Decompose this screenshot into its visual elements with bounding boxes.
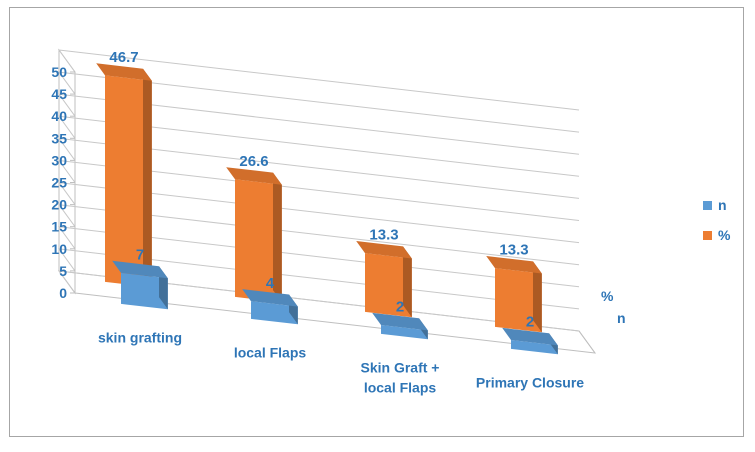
bar-front-face [105,75,152,288]
bar-side-face [143,68,152,288]
y-tick-label: 35 [51,130,67,146]
depth-axis-line [578,330,596,354]
bar-percent-3 [356,241,412,318]
legend-swatch [703,231,712,240]
category-label: local Flaps [234,345,307,361]
bar-top-face [112,260,168,279]
legend-label: % [718,227,731,243]
bar-front-face [235,179,282,303]
bar-front-face [381,325,428,340]
legend: n% [703,197,731,243]
legend-swatch [703,201,712,210]
legend-label: n [718,197,727,213]
gridline [57,93,580,155]
gridline [57,71,580,133]
y-tick-label: 30 [51,152,67,168]
depth-axis-label: % [601,288,614,304]
bar-n-1 [112,260,168,310]
y-tick-label: 15 [51,219,67,235]
data-label: 13.3 [499,242,528,259]
bar-top-face [356,241,412,259]
data-label: 26.6 [239,153,268,170]
depth-axis-labels: n% [578,288,626,354]
x-axis-labels: skin grafting local Flaps Skin Graft + loca… [98,330,584,396]
bar-side-face [533,261,542,333]
bar-front-face [251,301,298,325]
gridline [57,115,580,177]
bar-top-face [242,289,298,307]
category-label: Skin Graft + local Flaps [361,360,440,396]
bar-front-face [121,272,168,310]
data-labels: 46.7 26.6 13.3 13.3 7 4 2 2 [109,49,534,331]
bar-front-face [365,253,412,318]
y-tick-label: 45 [51,86,67,102]
depth-axis-label: n [617,310,626,326]
bar-top-face [226,167,282,185]
gridline [57,137,580,199]
y-axis-ticks: 0 5 10 15 20 25 30 35 40 45 50 [51,64,75,301]
gridline [57,49,580,111]
bar-percent-2 [226,167,282,303]
y-tick-label: 5 [59,263,67,279]
bar-top-face [486,256,542,274]
gridline [57,159,580,221]
bar-side-face [273,172,282,303]
y-tick-label: 50 [51,64,67,80]
bar-percent-4 [486,256,542,333]
legend-item: n [703,197,727,213]
bar-n-4 [502,327,558,355]
category-label: skin grafting [98,330,182,346]
y-tick-label: 25 [51,175,67,191]
legend-item: % [703,227,731,243]
bars [96,63,558,355]
bar-top-face [372,312,428,331]
bar-front-face [511,340,558,355]
data-label: 13.3 [369,227,398,244]
category-label: Primary Closure [476,375,584,391]
data-label: 46.7 [109,49,138,66]
y-tick-label: 40 [51,108,67,124]
gridline [57,204,580,266]
bar-side-face [403,246,412,318]
bar-top-face [502,327,558,346]
bar-n-3 [372,312,428,340]
data-label: 2 [396,299,404,316]
bar-front-face [495,268,542,333]
chart-frame [9,7,744,437]
gridline [57,181,580,244]
y-tick-label: 10 [51,241,67,257]
bar-percent-1 [96,63,152,288]
y-tick-label: 20 [51,197,67,213]
bar-n-2 [242,289,298,325]
bar-top-face [96,63,152,81]
data-label: 4 [266,275,275,292]
y-tick-label: 0 [59,285,67,301]
data-label: 2 [526,314,534,331]
data-label: 7 [136,247,144,264]
